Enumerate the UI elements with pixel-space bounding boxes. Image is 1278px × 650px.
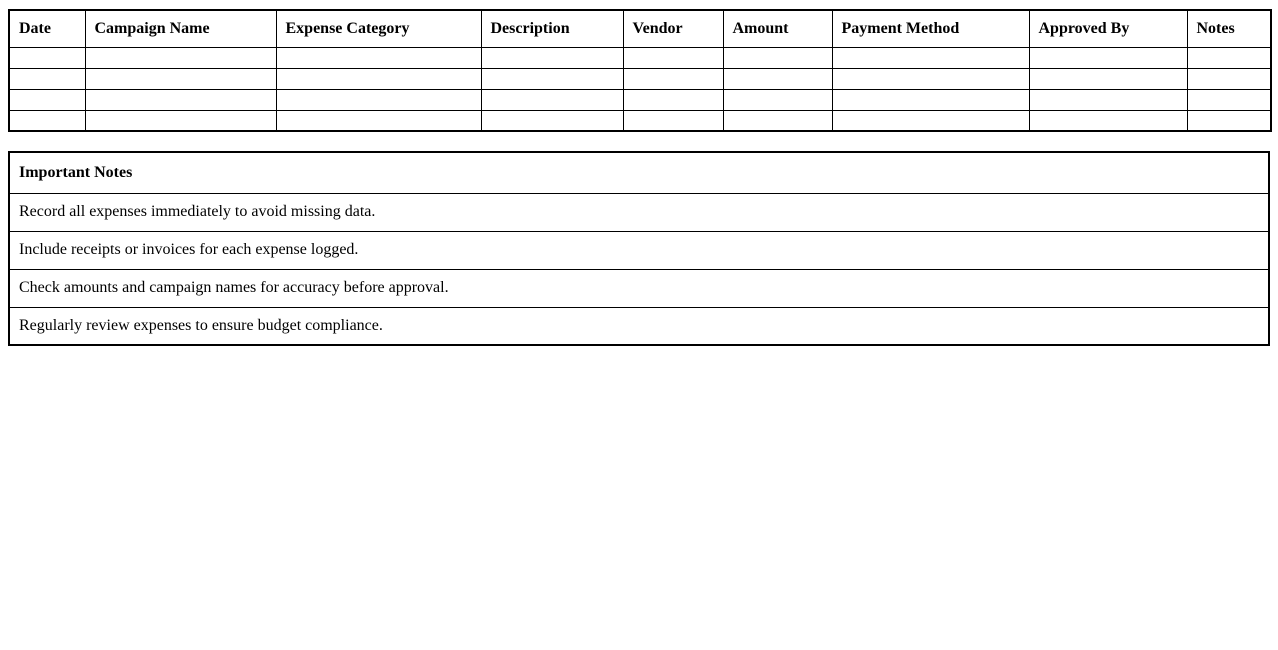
- empty-cell: [722, 88, 833, 111]
- expense-log-table: Date Campaign Name Expense Category Desc…: [8, 9, 1272, 132]
- important-notes-table: Important Notes Record all expenses imme…: [8, 151, 1270, 346]
- empty-cell: [1186, 88, 1272, 111]
- empty-cell: [84, 109, 277, 132]
- column-header-approved-by: Approved By: [1028, 9, 1188, 48]
- note-item: Regularly review expenses to ensure budg…: [8, 306, 1270, 346]
- empty-cell: [622, 46, 724, 69]
- empty-cell: [1028, 67, 1188, 90]
- column-header-expense-category: Expense Category: [275, 9, 482, 48]
- empty-cell: [722, 109, 833, 132]
- empty-cell: [1186, 46, 1272, 69]
- empty-cell: [8, 67, 86, 90]
- column-header-amount: Amount: [722, 9, 833, 48]
- empty-cell: [831, 46, 1030, 69]
- empty-cell: [622, 109, 724, 132]
- column-header-notes: Notes: [1186, 9, 1272, 48]
- empty-cell: [480, 67, 624, 90]
- empty-cell: [275, 67, 482, 90]
- empty-cell: [622, 67, 724, 90]
- empty-cell: [480, 46, 624, 69]
- empty-cell: [1028, 46, 1188, 69]
- column-header-campaign-name: Campaign Name: [84, 9, 277, 48]
- empty-cell: [84, 46, 277, 69]
- note-item-row: Include receipts or invoices for each ex…: [8, 230, 1270, 270]
- note-item: Record all expenses immediately to avoid…: [8, 192, 1270, 232]
- empty-cell: [722, 46, 833, 69]
- column-header-date: Date: [8, 9, 86, 48]
- note-item-row: Check amounts and campaign names for acc…: [8, 268, 1270, 308]
- empty-expense-row: [8, 109, 1272, 132]
- column-header-payment-method: Payment Method: [831, 9, 1030, 48]
- empty-cell: [1186, 109, 1272, 132]
- empty-cell: [480, 109, 624, 132]
- empty-cell: [8, 88, 86, 111]
- empty-cell: [1028, 109, 1188, 132]
- empty-expense-row: [8, 46, 1272, 69]
- empty-cell: [480, 88, 624, 111]
- empty-cell: [1028, 88, 1188, 111]
- column-header-description: Description: [480, 9, 624, 48]
- empty-cell: [831, 109, 1030, 132]
- empty-cell: [8, 109, 86, 132]
- expense-table-header-row: Date Campaign Name Expense Category Desc…: [8, 9, 1272, 48]
- note-item: Include receipts or invoices for each ex…: [8, 230, 1270, 270]
- empty-cell: [831, 88, 1030, 111]
- note-item-row: Regularly review expenses to ensure budg…: [8, 306, 1270, 346]
- empty-expense-row: [8, 88, 1272, 111]
- note-item: Check amounts and campaign names for acc…: [8, 268, 1270, 308]
- empty-cell: [275, 88, 482, 111]
- empty-expense-row: [8, 67, 1272, 90]
- empty-cell: [84, 67, 277, 90]
- column-header-vendor: Vendor: [622, 9, 724, 48]
- empty-cell: [722, 67, 833, 90]
- empty-cell: [84, 88, 277, 111]
- notes-title: Important Notes: [8, 151, 1270, 194]
- empty-cell: [275, 109, 482, 132]
- empty-cell: [622, 88, 724, 111]
- empty-cell: [275, 46, 482, 69]
- empty-cell: [1186, 67, 1272, 90]
- notes-title-row: Important Notes: [8, 151, 1270, 194]
- empty-cell: [831, 67, 1030, 90]
- note-item-row: Record all expenses immediately to avoid…: [8, 192, 1270, 232]
- empty-cell: [8, 46, 86, 69]
